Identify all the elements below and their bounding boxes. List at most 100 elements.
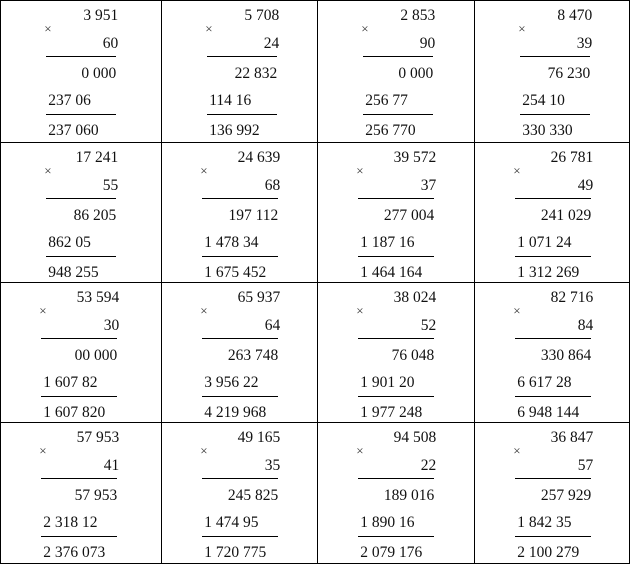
partial-product-1: 76 230 bbox=[547, 65, 591, 83]
multiplicand: 65 937 bbox=[237, 289, 281, 307]
result: 1 312 269 bbox=[517, 264, 580, 282]
sum-line bbox=[520, 114, 591, 116]
divider-line bbox=[46, 198, 117, 200]
sum-line bbox=[202, 396, 279, 398]
partial-product-2: 1 474 95 bbox=[204, 514, 259, 532]
multiplicand: 94 508 bbox=[393, 429, 437, 447]
multiplier: 35 bbox=[264, 457, 281, 475]
result: 4 219 968 bbox=[204, 404, 267, 422]
sum-line bbox=[41, 396, 118, 398]
problem-cell: 38 024 × 52 76 048 1 901 20 1 977 248 bbox=[317, 282, 476, 424]
multiply-sign-icon: × bbox=[200, 163, 208, 179]
problem-cell: 5 708 × 24 22 832 114 16 136 992 bbox=[161, 0, 319, 144]
result: 1 464 164 bbox=[360, 264, 423, 282]
multiplier: 68 bbox=[264, 177, 281, 195]
result: 1 675 452 bbox=[204, 264, 267, 282]
problem-cell: 2 853 × 90 0 000 256 77 256 770 bbox=[317, 0, 476, 144]
multiplicand: 26 781 bbox=[550, 149, 594, 167]
multiply-sign-icon: × bbox=[356, 303, 364, 319]
multiply-sign-icon: × bbox=[200, 443, 208, 459]
divider-line bbox=[202, 478, 279, 480]
sum-line bbox=[46, 114, 117, 116]
multiply-sign-icon: × bbox=[518, 21, 526, 37]
sum-line bbox=[202, 536, 279, 538]
sum-line bbox=[202, 256, 279, 258]
divider-line bbox=[207, 56, 278, 58]
result: 2 376 073 bbox=[43, 544, 106, 562]
multiply-sign-icon: × bbox=[44, 21, 52, 37]
multiplier: 49 bbox=[577, 177, 594, 195]
result: 2 100 279 bbox=[517, 544, 580, 562]
sum-line bbox=[515, 396, 592, 398]
multiplier: 55 bbox=[102, 177, 119, 195]
divider-line bbox=[358, 198, 435, 200]
multiply-sign-icon: × bbox=[205, 21, 213, 37]
problem-cell: 49 165 × 35 245 825 1 474 95 1 720 775 bbox=[161, 422, 319, 565]
partial-product-2: 256 77 bbox=[365, 92, 408, 110]
partial-product-1: 22 832 bbox=[234, 65, 278, 83]
problem-cell: 82 716 × 84 330 864 6 617 28 6 948 144 bbox=[474, 282, 630, 424]
divider-line bbox=[46, 56, 117, 58]
problem-cell: 17 241 × 55 86 205 862 05 948 255 bbox=[0, 142, 163, 284]
partial-product-1: 00 000 bbox=[74, 347, 118, 365]
multiply-sign-icon: × bbox=[44, 163, 52, 179]
result: 2 079 176 bbox=[360, 544, 423, 562]
result: 6 948 144 bbox=[517, 404, 580, 422]
partial-product-1: 277 004 bbox=[383, 207, 435, 225]
partial-product-1: 189 016 bbox=[383, 487, 435, 505]
partial-product-2: 3 956 22 bbox=[204, 374, 259, 392]
multiplicand: 53 594 bbox=[76, 289, 120, 307]
multiplier: 60 bbox=[102, 35, 119, 53]
sum-line bbox=[358, 256, 435, 258]
multiplicand: 39 572 bbox=[393, 149, 437, 167]
multiplicand: 2 853 bbox=[400, 7, 436, 25]
partial-product-1: 76 048 bbox=[391, 347, 435, 365]
result: 948 255 bbox=[48, 264, 99, 282]
divider-line bbox=[202, 338, 279, 340]
problem-cell: 36 847 × 57 257 929 1 842 35 2 100 279 bbox=[474, 422, 630, 565]
partial-product-1: 86 205 bbox=[73, 207, 117, 225]
divider-line bbox=[515, 338, 592, 340]
sum-line bbox=[358, 396, 435, 398]
multiplier: 64 bbox=[264, 317, 281, 335]
multiply-sign-icon: × bbox=[200, 303, 208, 319]
multiply-sign-icon: × bbox=[361, 21, 369, 37]
multiplicand: 24 639 bbox=[237, 149, 281, 167]
partial-product-1: 197 112 bbox=[228, 207, 279, 225]
multiplier: 84 bbox=[577, 317, 594, 335]
multiplicand: 38 024 bbox=[393, 289, 437, 307]
sum-line bbox=[358, 536, 435, 538]
partial-product-2: 2 318 12 bbox=[43, 514, 98, 532]
partial-product-2: 114 16 bbox=[209, 92, 252, 110]
problem-cell: 39 572 × 37 277 004 1 187 16 1 464 164 bbox=[317, 142, 476, 284]
multiplier: 90 bbox=[419, 35, 436, 53]
problem-cell: 24 639 × 68 197 112 1 478 34 1 675 452 bbox=[161, 142, 319, 284]
partial-product-2: 1 901 20 bbox=[360, 374, 415, 392]
partial-product-1: 0 000 bbox=[81, 65, 117, 83]
multiplier: 22 bbox=[420, 457, 437, 475]
multiplicand: 3 951 bbox=[83, 7, 119, 25]
sum-line bbox=[46, 256, 117, 258]
partial-product-2: 254 10 bbox=[522, 92, 565, 110]
divider-line bbox=[363, 56, 434, 58]
result: 1 977 248 bbox=[360, 404, 423, 422]
partial-product-2: 862 05 bbox=[48, 234, 91, 252]
divider-line bbox=[515, 198, 592, 200]
multiplicand: 8 470 bbox=[557, 7, 593, 25]
partial-product-2: 1 842 35 bbox=[517, 514, 572, 532]
multiplier: 57 bbox=[577, 457, 594, 475]
sum-line bbox=[515, 256, 592, 258]
problem-cell: 3 951 × 60 0 000 237 06 237 060 bbox=[0, 0, 163, 144]
multiply-sign-icon: × bbox=[513, 303, 521, 319]
partial-product-1: 245 825 bbox=[227, 487, 279, 505]
divider-line bbox=[515, 478, 592, 480]
partial-product-2: 237 06 bbox=[48, 92, 91, 110]
divider-line bbox=[520, 56, 591, 58]
partial-product-2: 1 890 16 bbox=[360, 514, 415, 532]
divider-line bbox=[358, 338, 435, 340]
result: 330 330 bbox=[522, 122, 573, 140]
result: 256 770 bbox=[365, 122, 416, 140]
multiplicand: 17 241 bbox=[75, 149, 119, 167]
multiply-sign-icon: × bbox=[39, 443, 47, 459]
